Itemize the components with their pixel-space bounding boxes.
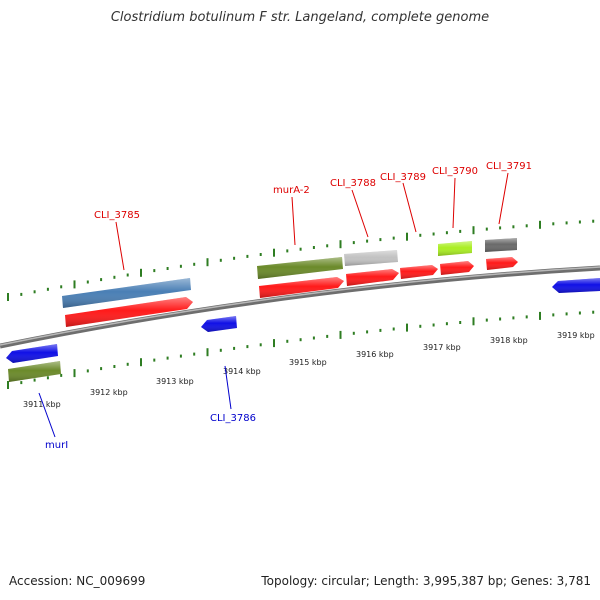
kbp-label: 3919 kbp bbox=[557, 331, 595, 340]
leader-cli3788 bbox=[351, 189, 369, 238]
leader-cli3785 bbox=[115, 221, 125, 271]
kbp-label: 3918 kbp bbox=[490, 336, 528, 345]
leader-cli3791 bbox=[498, 172, 509, 225]
tick-marks bbox=[7, 219, 595, 389]
leader-mura2 bbox=[291, 196, 296, 246]
forward-cds-features bbox=[65, 257, 518, 327]
kbp-scale: 3911 kbp 3912 kbp 3913 kbp 3914 kbp 3915… bbox=[23, 331, 595, 409]
gene-label-cli3791[interactable]: CLI_3791 bbox=[486, 161, 532, 172]
gene-label-cli3788[interactable]: CLI_3788 bbox=[330, 178, 376, 189]
map-title: Clostridium botulinum F str. Langeland, … bbox=[110, 10, 490, 25]
gene-label-cli3786[interactable]: CLI_3786 bbox=[210, 413, 256, 424]
kbp-label: 3915 kbp bbox=[289, 358, 327, 367]
kbp-label: 3914 kbp bbox=[223, 367, 261, 376]
gene-label-cli3790[interactable]: CLI_3790 bbox=[432, 166, 478, 177]
kbp-label: 3911 kbp bbox=[23, 400, 61, 409]
accession-text: Accession: NC_009699 bbox=[9, 574, 146, 588]
leader-cli3789 bbox=[402, 182, 417, 233]
gene-labels: CLI_3785 murA-2 CLI_3788 CLI_3789 CLI_37… bbox=[45, 161, 532, 451]
gene-label-mura2[interactable]: murA-2 bbox=[273, 185, 310, 196]
genome-stats-text: Topology: circular; Length: 3,995,387 bp… bbox=[261, 574, 591, 588]
gene-label-cli3785[interactable]: CLI_3785 bbox=[94, 210, 140, 221]
leader-murl bbox=[38, 392, 56, 438]
kbp-label: 3916 kbp bbox=[356, 350, 394, 359]
forward-cog-features bbox=[62, 238, 517, 308]
kbp-label: 3913 kbp bbox=[156, 377, 194, 386]
label-leaders bbox=[38, 172, 509, 438]
reverse-strand-features bbox=[6, 278, 600, 382]
leader-cli3790 bbox=[452, 177, 456, 229]
kbp-label: 3917 kbp bbox=[423, 343, 461, 352]
gene-label-murl[interactable]: murI bbox=[45, 440, 68, 451]
genome-backbone bbox=[0, 265, 600, 349]
gene-label-cli3789[interactable]: CLI_3789 bbox=[380, 172, 426, 183]
leader-cli3786 bbox=[224, 365, 232, 410]
genome-backbone-highlight bbox=[0, 266, 600, 346]
kbp-label: 3912 kbp bbox=[90, 388, 128, 397]
